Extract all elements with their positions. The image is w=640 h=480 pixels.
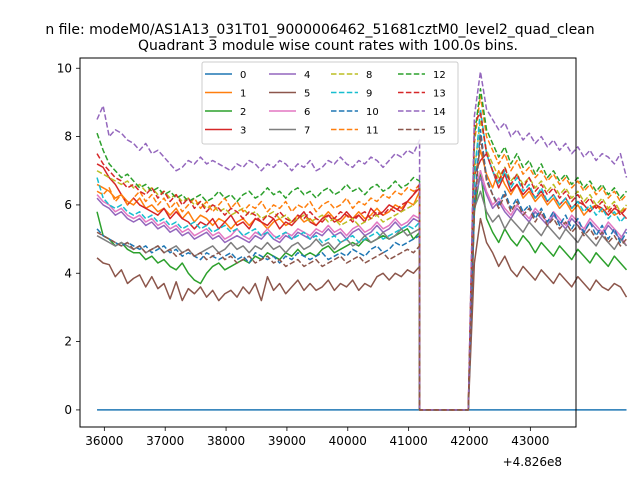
plot-lines [96,70,628,411]
series-line-7 [96,190,628,411]
legend-label-6: 6 [304,107,310,118]
legend-label-7: 7 [304,126,310,137]
series-line-14 [96,70,628,411]
y-tick-label: 4 [64,266,72,280]
suptitle: n file: modeM0/AS1A13_031T01_9000006462_… [45,22,594,38]
x-tick-label: 39000 [268,434,306,448]
x-tick-label: 36000 [85,434,123,448]
legend-label-10: 10 [366,107,379,118]
x-axis-ticks: 36000 37000 38000 39000 40000 41000 42000 43000 [85,427,549,448]
legend-frame [201,61,459,145]
y-tick-label: 6 [64,198,72,212]
series-line-13 [96,111,628,411]
legend-label-2: 2 [240,107,246,118]
y-tick-label: 10 [57,61,72,75]
legend-label-8: 8 [366,70,372,81]
x-offset-text: +4.826e8 [503,455,562,469]
x-tick-label: 38000 [207,434,245,448]
series-line-9 [96,108,628,411]
series-line-5 [96,217,628,411]
y-tick-label: 2 [64,335,72,349]
legend-label-3: 3 [240,126,246,137]
axes-frame [79,57,577,428]
x-tick-label: 40000 [329,434,367,448]
legend-label-13: 13 [433,89,446,100]
legend-label-5: 5 [304,89,310,100]
legend-label-15: 15 [433,126,446,137]
series-line-12 [96,88,628,411]
series-line-4 [96,176,628,411]
series-line-2 [96,170,628,411]
series-line-1 [96,149,627,411]
x-tick-label: 43000 [511,434,549,448]
series-line-11 [96,94,628,411]
series-line-15 [96,135,628,411]
x-tick-label: 37000 [146,434,184,448]
legend-label-4: 4 [304,70,310,81]
series-line-10 [96,129,628,411]
legend-label-14: 14 [433,107,446,118]
x-tick-label: 42000 [450,434,488,448]
x-tick-label: 41000 [390,434,428,448]
y-axis-ticks: 0 2 4 6 8 10 [57,61,80,417]
legend-label-9: 9 [366,89,372,100]
legend-label-11: 11 [366,126,379,137]
legend-label-12: 12 [433,70,446,81]
chart-title: Quadrant 3 module wise count rates with … [138,38,518,54]
y-tick-label: 8 [64,130,72,144]
series-line-8 [96,118,628,411]
legend-label-1: 1 [240,89,246,100]
y-tick-label: 0 [64,403,72,417]
legend-label-0: 0 [240,70,246,81]
